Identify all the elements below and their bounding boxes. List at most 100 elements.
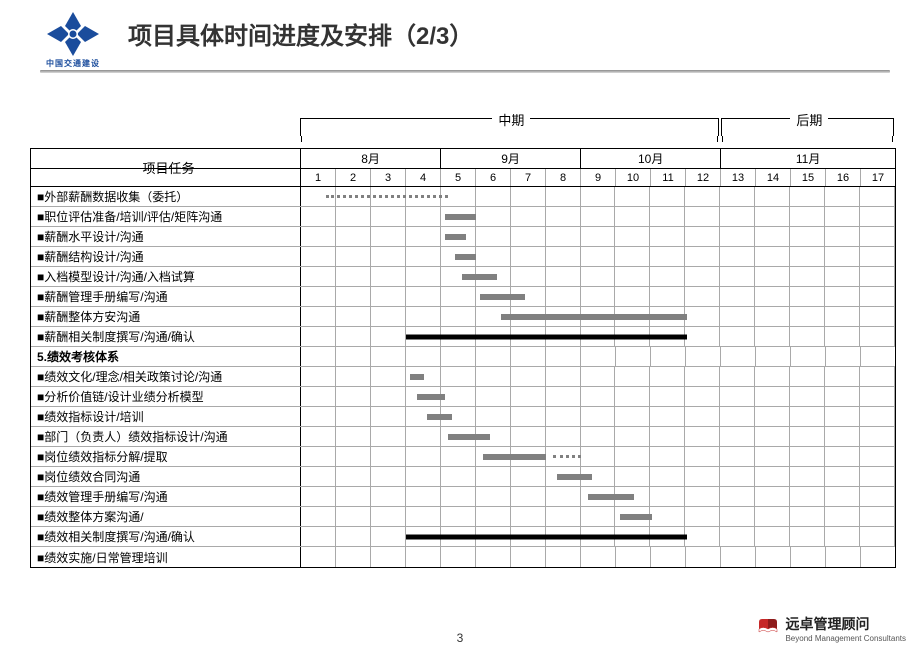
gantt-row: ■薪酬水平设计/沟通 [31, 227, 895, 247]
company-logo-block: 中国交通建设 [38, 12, 108, 69]
row-cells [301, 267, 895, 286]
week-cell: 14 [756, 169, 791, 186]
row-cells [301, 467, 895, 486]
gantt-row: ■薪酬相关制度撰写/沟通/确认 [31, 327, 895, 347]
header-divider [40, 70, 890, 73]
gantt-bar [406, 534, 686, 539]
page-title: 项目具体时间进度及安排（2/3） [128, 16, 473, 51]
row-cells [301, 367, 895, 386]
gantt-header-months: 项目任务 8月9月10月11月 [31, 149, 895, 169]
task-label: ■外部薪酬数据收集（委托） [31, 187, 301, 206]
gantt-row: ■岗位绩效合同沟通 [31, 467, 895, 487]
month-cell: 9月 [441, 149, 581, 168]
gantt-row: ■绩效相关制度撰写/沟通/确认 [31, 527, 895, 547]
week-cell: 4 [406, 169, 441, 186]
gantt-bar [410, 374, 424, 380]
task-label: ■分析价值链/设计业绩分析模型 [31, 387, 301, 406]
task-label: ■绩效相关制度撰写/沟通/确认 [31, 527, 301, 546]
section-label: 5.绩效考核体系 [31, 347, 301, 366]
gantt-bar [448, 434, 490, 440]
page: 中国交通建设 项目具体时间进度及安排（2/3） 中期后期 项目任务 8月9月10… [0, 0, 920, 649]
week-cell: 8 [546, 169, 581, 186]
consultant-text: 远卓管理顾问 Beyond Management Consultants [785, 614, 906, 643]
consultant-logo-icon [757, 618, 779, 640]
week-cell: 6 [476, 169, 511, 186]
task-label: ■绩效实施/日常管理培训 [31, 547, 301, 567]
week-cell: 11 [651, 169, 686, 186]
gantt-bar [445, 234, 466, 240]
week-cell: 2 [336, 169, 371, 186]
row-cells [301, 527, 895, 546]
gantt-chart: 项目任务 8月9月10月11月 123456789101112131415161… [30, 148, 896, 568]
month-cell: 8月 [301, 149, 441, 168]
gantt-row: ■外部薪酬数据收集（委托） [31, 187, 895, 207]
task-label: ■入档模型设计/沟通/入档试算 [31, 267, 301, 286]
gantt-row: ■职位评估准备/培训/评估/矩阵沟通 [31, 207, 895, 227]
task-header-label: 项目任务 [142, 158, 194, 177]
task-label: ■岗位绩效合同沟通 [31, 467, 301, 486]
gantt-row: ■薪酬整体方安沟通 [31, 307, 895, 327]
row-cells [301, 447, 895, 466]
gantt-row: ■分析价值链/设计业绩分析模型 [31, 387, 895, 407]
gantt-bar [406, 334, 686, 339]
row-cells [301, 487, 895, 506]
gantt-bar [326, 194, 449, 200]
phase-brackets: 中期后期 [0, 110, 920, 140]
month-cells: 8月9月10月11月 [301, 149, 895, 168]
task-label: ■薪酬结构设计/沟通 [31, 247, 301, 266]
row-cells [301, 427, 895, 446]
task-label: ■薪酬管理手册编写/沟通 [31, 287, 301, 306]
header: 中国交通建设 项目具体时间进度及安排（2/3） [38, 12, 900, 69]
week-cell: 12 [686, 169, 721, 186]
consultant-name: 远卓管理顾问 [785, 614, 906, 634]
row-cells [301, 327, 895, 346]
week-cell: 10 [616, 169, 651, 186]
gantt-row: ■薪酬结构设计/沟通 [31, 247, 895, 267]
month-cell: 11月 [721, 149, 895, 168]
task-label: ■绩效指标设计/培训 [31, 407, 301, 426]
task-label: ■职位评估准备/培训/评估/矩阵沟通 [31, 207, 301, 226]
company-logo-caption: 中国交通建设 [46, 58, 100, 69]
gantt-row: ■部门（负责人）绩效指标设计/沟通 [31, 427, 895, 447]
week-cell: 16 [826, 169, 861, 186]
phase-label: 中期 [492, 110, 530, 129]
task-label: ■绩效整体方案沟通/ [31, 507, 301, 526]
gantt-bar [557, 474, 592, 480]
gantt-row: ■绩效管理手册编写/沟通 [31, 487, 895, 507]
consultant-sub: Beyond Management Consultants [785, 634, 906, 643]
gantt-row: 5.绩效考核体系 [31, 347, 895, 367]
task-label: ■薪酬相关制度撰写/沟通/确认 [31, 327, 301, 346]
task-label: ■部门（负责人）绩效指标设计/沟通 [31, 427, 301, 446]
gantt-bar [480, 294, 526, 300]
row-cells [301, 507, 895, 526]
consultant-brand: 远卓管理顾问 Beyond Management Consultants [757, 614, 906, 643]
week-cells: 1234567891011121314151617 [301, 169, 895, 186]
task-label: ■绩效文化/理念/相关政策讨论/沟通 [31, 367, 301, 386]
row-cells [301, 407, 895, 426]
row-cells [301, 247, 895, 266]
gantt-bar [445, 214, 477, 220]
week-cell: 9 [581, 169, 616, 186]
gantt-row: ■岗位绩效指标分解/提取 [31, 447, 895, 467]
gantt-bar [553, 454, 581, 460]
gantt-bar [588, 494, 634, 500]
gantt-bar [501, 314, 687, 320]
gantt-row: ■绩效整体方案沟通/ [31, 507, 895, 527]
task-label: ■薪酬整体方安沟通 [31, 307, 301, 326]
week-cell: 7 [511, 169, 546, 186]
week-cell: 13 [721, 169, 756, 186]
week-cell: 1 [301, 169, 336, 186]
row-cells [301, 307, 895, 326]
row-cells [301, 347, 895, 366]
task-label: ■薪酬水平设计/沟通 [31, 227, 301, 246]
company-logo-icon [47, 12, 99, 56]
gantt-bar [620, 514, 652, 520]
gantt-body: ■外部薪酬数据收集（委托）■职位评估准备/培训/评估/矩阵沟通■薪酬水平设计/沟… [31, 187, 895, 567]
week-cell: 17 [861, 169, 895, 186]
gantt-row: ■绩效指标设计/培训 [31, 407, 895, 427]
task-label: ■绩效管理手册编写/沟通 [31, 487, 301, 506]
row-cells [301, 207, 895, 226]
row-cells [301, 547, 895, 567]
week-cell: 15 [791, 169, 826, 186]
gantt-bar [417, 394, 445, 400]
